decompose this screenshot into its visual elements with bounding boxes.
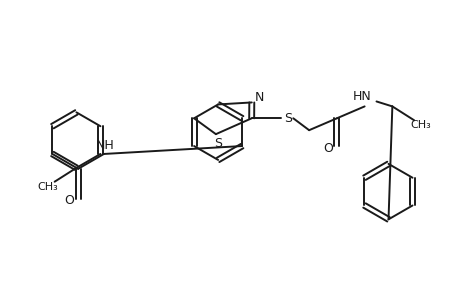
Text: CH₃: CH₃: [37, 182, 58, 192]
Text: S: S: [284, 112, 292, 125]
Text: NH: NH: [95, 139, 114, 152]
Text: O: O: [322, 142, 332, 154]
Text: CH₃: CH₃: [410, 120, 431, 130]
Text: O: O: [64, 194, 74, 207]
Text: HN: HN: [352, 90, 370, 103]
Text: S: S: [213, 136, 221, 150]
Text: N: N: [254, 91, 264, 104]
